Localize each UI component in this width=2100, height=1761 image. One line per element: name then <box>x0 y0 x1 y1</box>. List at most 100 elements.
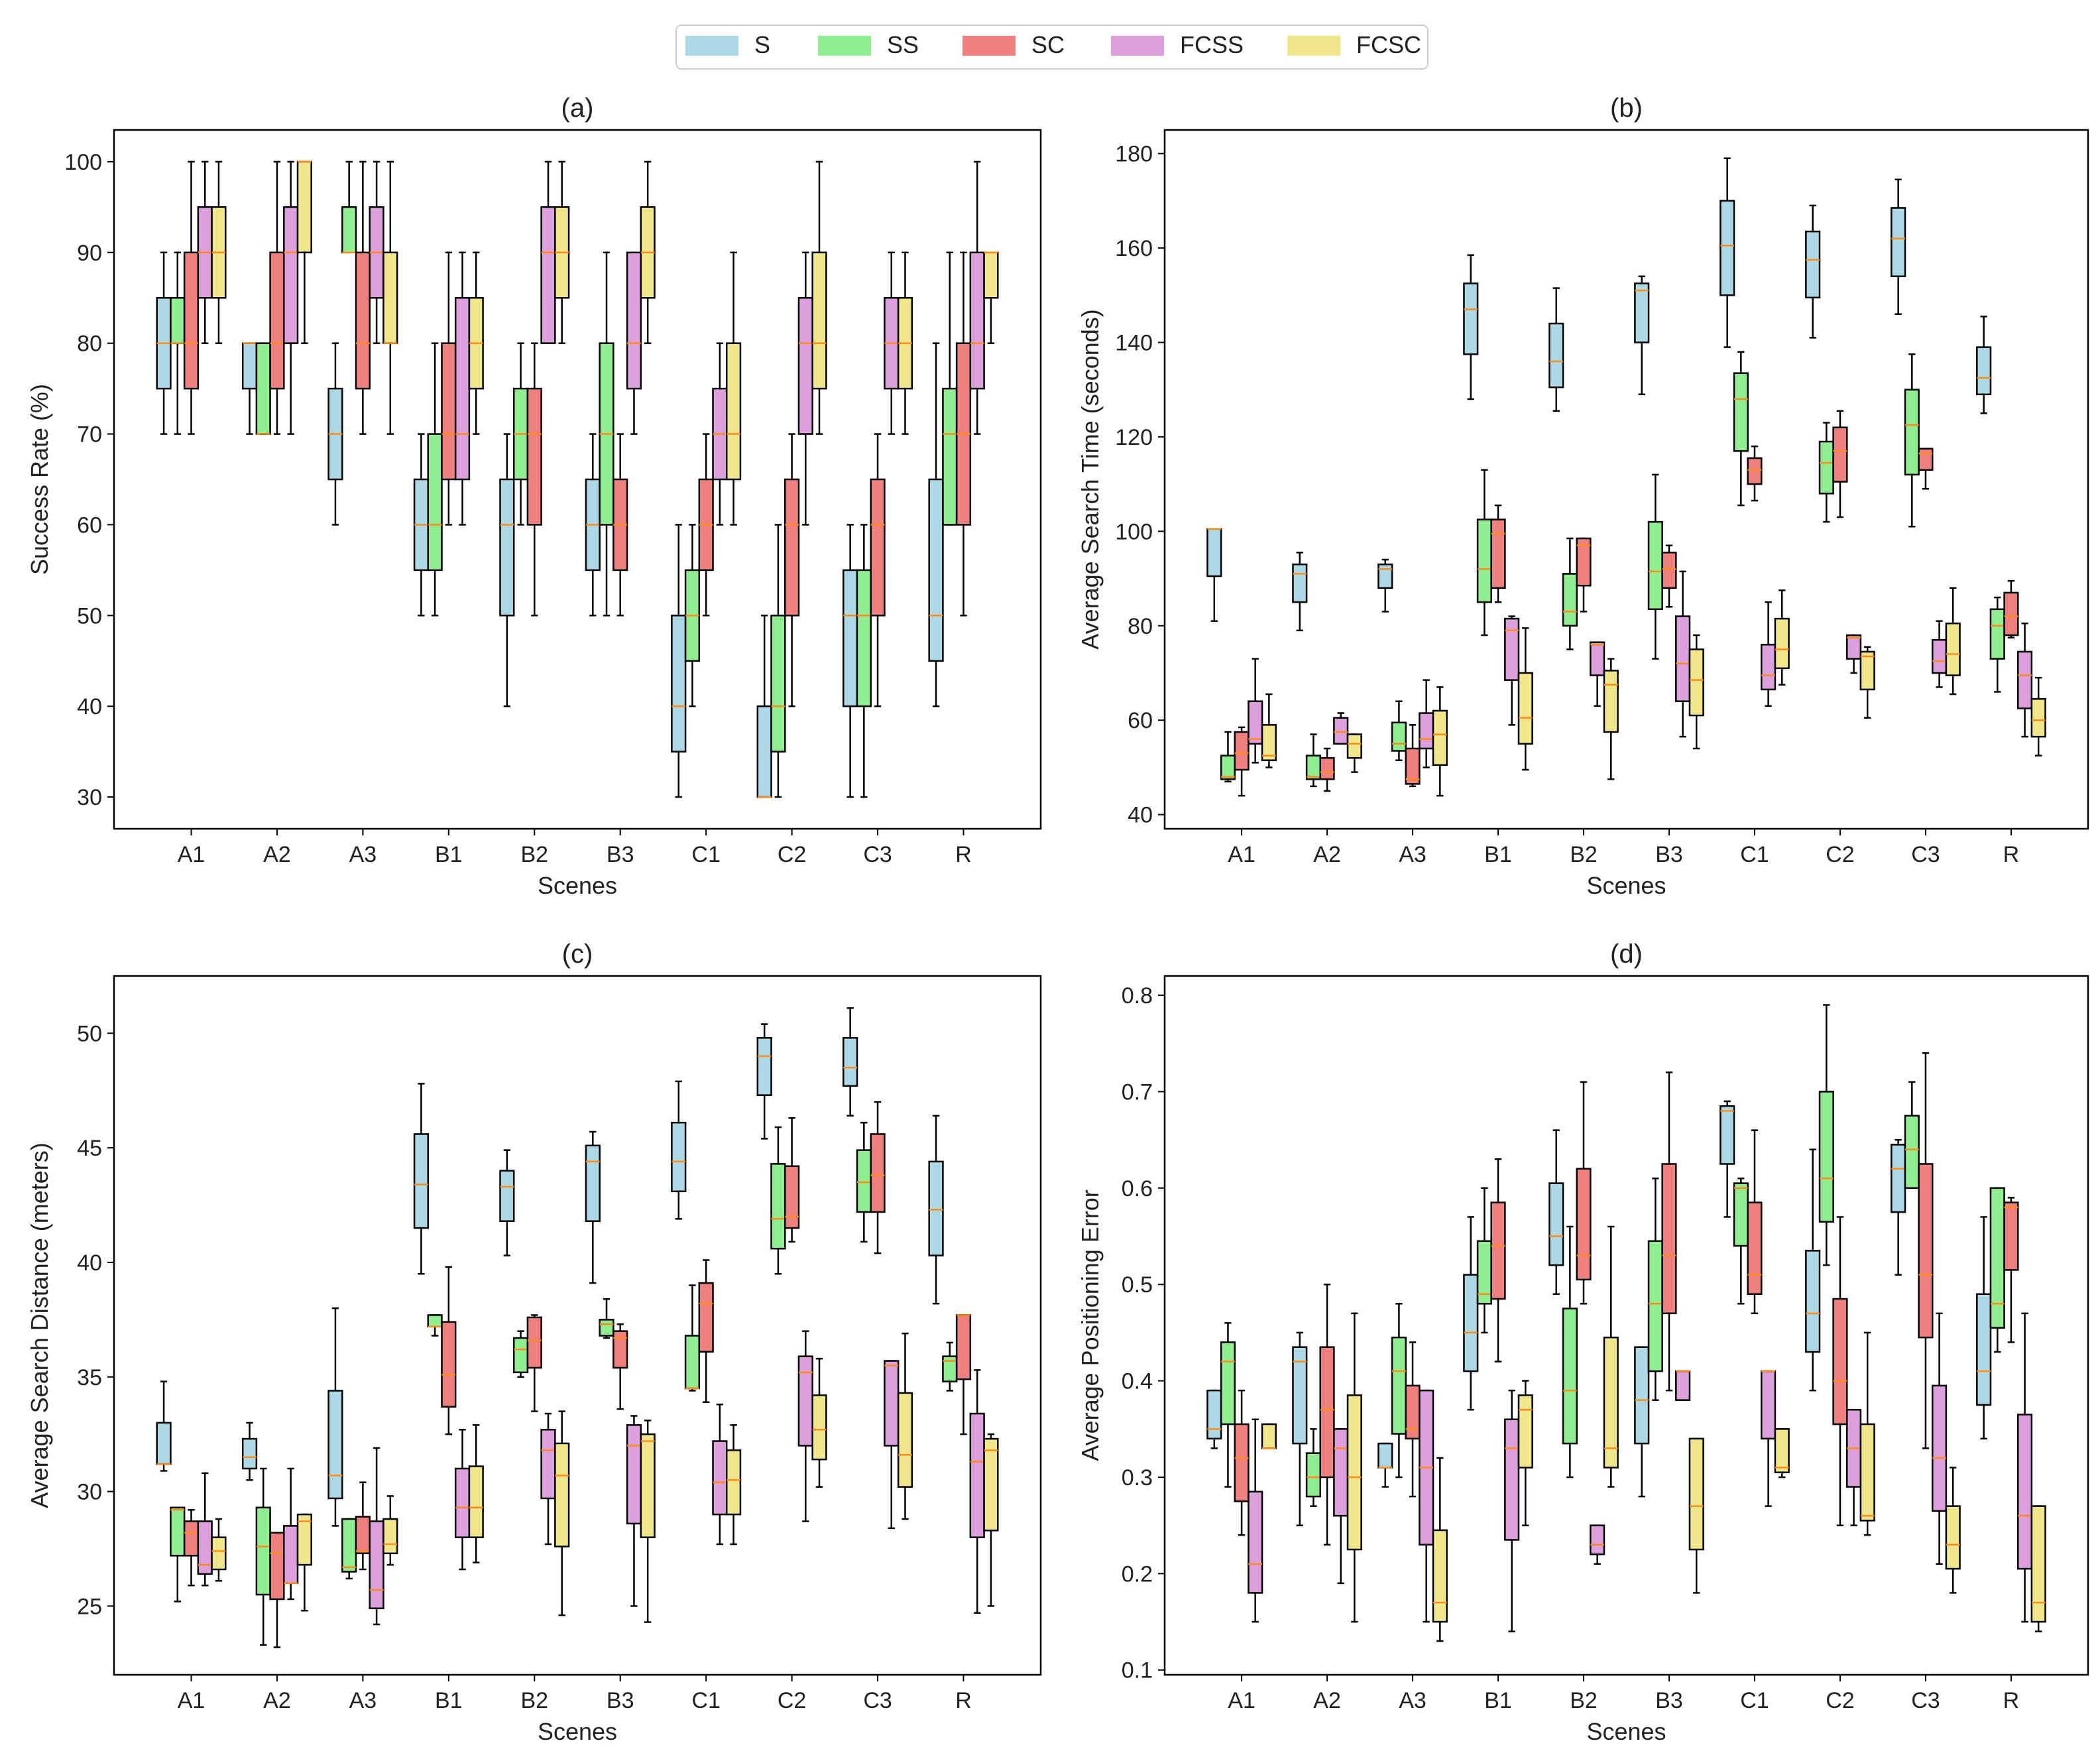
x-tick-label: A2 <box>1313 842 1341 867</box>
box-sc-c3 <box>1918 448 1934 490</box>
box-fcsc-c3 <box>897 251 913 435</box>
box-body <box>1248 1490 1263 1594</box>
box-sc-r <box>955 251 972 617</box>
box-s-c3 <box>1891 1138 1906 1276</box>
box-body <box>1490 518 1506 589</box>
y-tick-label: 0.4 <box>1122 1369 1153 1394</box>
box-s-a3 <box>1377 558 1393 613</box>
box-body <box>1688 1437 1704 1551</box>
legend-entry-fcsc: FCSC <box>1287 31 1421 58</box>
box-s-r <box>1976 1216 1992 1440</box>
box-body <box>1463 282 1479 355</box>
box-s-c3 <box>843 1007 858 1117</box>
box-ss-c3 <box>1904 353 1920 528</box>
box-s-a2 <box>241 1422 258 1481</box>
box-body <box>355 1516 371 1555</box>
box-sc-c2 <box>784 1117 800 1243</box>
x-tick-label: A1 <box>178 842 205 867</box>
y-tick-label: 60 <box>1128 708 1153 733</box>
box-body <box>1918 448 1934 471</box>
box-body <box>928 1160 944 1256</box>
box-sc-c1 <box>1747 1129 1763 1315</box>
x-tick-label: R <box>2003 842 2020 867</box>
box-sc-b2 <box>1576 537 1592 613</box>
box-fcsc-b1 <box>468 1424 484 1563</box>
box-body <box>1904 389 1920 476</box>
box-body <box>540 1428 556 1500</box>
box-body <box>684 1335 701 1390</box>
x-tick-label: B2 <box>520 842 548 867</box>
box-body <box>1747 457 1763 485</box>
chart-title: (a) <box>561 93 594 123</box>
box-s-b1 <box>1463 254 1479 400</box>
box-body <box>296 160 312 254</box>
box-fcss-b3 <box>626 251 642 435</box>
box-body <box>1932 638 1948 674</box>
box-fcss-r <box>2016 622 2033 738</box>
box-body <box>369 1520 384 1610</box>
box-s-a1 <box>1206 1389 1222 1449</box>
box-body <box>1562 573 1578 627</box>
box-s-c3 <box>1891 178 1906 315</box>
box-fcss-c2 <box>1846 634 1862 674</box>
box-fcss-b1 <box>1504 615 1520 726</box>
box-ss-b2 <box>1562 537 1578 650</box>
box-body <box>671 615 687 753</box>
box-body <box>1761 1370 1777 1440</box>
box-body <box>1261 724 1277 761</box>
legend-label: SC <box>1031 31 1065 58</box>
box-body <box>427 433 443 572</box>
box-sc-c1 <box>1747 445 1763 502</box>
box-ss-a3 <box>1391 1303 1407 1479</box>
box-body <box>170 1506 186 1557</box>
box-fcsc-a2 <box>1346 733 1362 773</box>
box-body <box>1805 1250 1821 1353</box>
y-tick-label: 50 <box>77 603 102 629</box>
legend-swatch <box>685 36 738 56</box>
box-fcsc-c3 <box>897 1332 913 1520</box>
box-fcsc-a1 <box>1261 1423 1277 1449</box>
x-axis-label: Scenes <box>538 1718 617 1745</box>
box-body <box>1504 617 1520 681</box>
box-fcss-b1 <box>454 1428 471 1571</box>
box-body <box>1206 528 1222 577</box>
box-fcss-b3 <box>1675 1370 1691 1401</box>
box-body <box>1590 1524 1605 1555</box>
box-sc-c2 <box>1832 410 1848 518</box>
x-tick-label: C2 <box>1826 1688 1854 1713</box>
box-body <box>341 206 357 254</box>
box-sc-a2 <box>1319 747 1335 792</box>
box-body <box>856 569 872 707</box>
box-sc-a1 <box>183 160 200 435</box>
box-sc-c2 <box>784 433 800 707</box>
box-body <box>1248 700 1263 745</box>
box-body <box>454 296 471 481</box>
box-body <box>1377 563 1393 589</box>
box-body <box>2003 591 2019 637</box>
x-tick-label: R <box>2003 1688 2020 1713</box>
y-tick-label: 40 <box>1128 803 1153 828</box>
box-body <box>856 1149 872 1213</box>
y-tick-label: 120 <box>1115 425 1153 450</box>
box-body <box>283 1525 299 1585</box>
box-body <box>1432 1529 1448 1623</box>
box-fcsc-a3 <box>382 160 398 435</box>
legend-swatch <box>1287 36 1340 56</box>
box-body <box>327 1390 343 1500</box>
box-body <box>413 1133 430 1229</box>
x-tick-label: A3 <box>1399 1688 1427 1713</box>
box-s-a2 <box>241 342 258 435</box>
x-tick-label: A1 <box>178 1688 205 1713</box>
box-sc-a2 <box>1319 1283 1335 1546</box>
box-body <box>928 478 944 662</box>
box-fcss-r <box>969 160 985 435</box>
box-sc-c1 <box>698 1259 714 1404</box>
box-body <box>382 1518 398 1555</box>
box-body <box>355 251 371 390</box>
box-body <box>585 1144 601 1223</box>
box-fcss-a1 <box>197 1472 213 1587</box>
y-tick-label: 0.6 <box>1122 1176 1153 1201</box>
box-sc-c2 <box>1832 1216 1848 1526</box>
box-s-b3 <box>1634 1346 1650 1498</box>
box-ss-b3 <box>1647 473 1663 660</box>
